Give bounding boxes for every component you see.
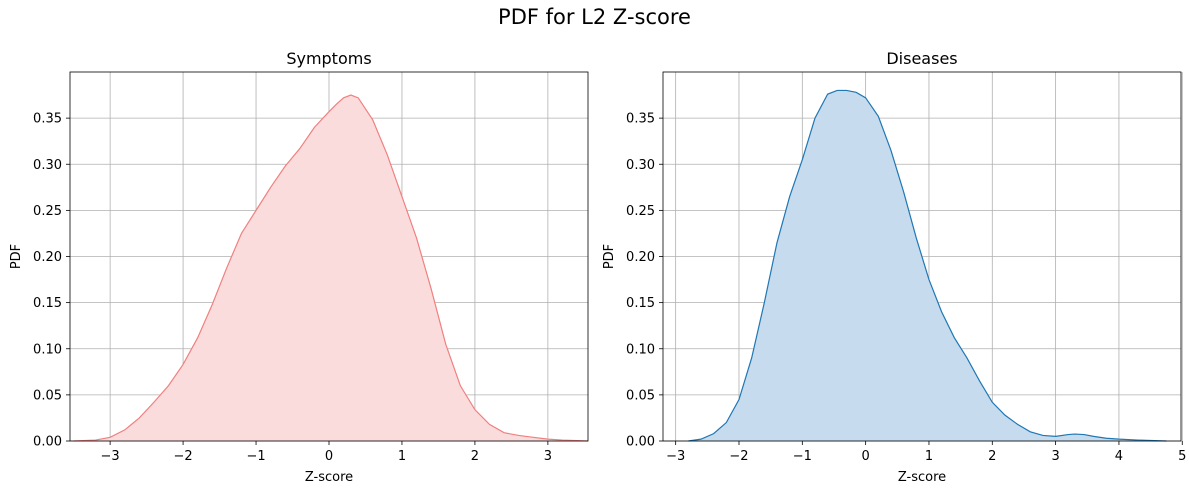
y-tick-label: 0.20	[33, 250, 62, 265]
x-tick-label: 4	[1115, 449, 1123, 464]
y-tick-label: 0.15	[626, 296, 655, 311]
density-area	[73, 95, 588, 441]
x-tick-label: 2	[988, 449, 996, 464]
y-tick-label: 0.35	[626, 112, 655, 127]
density-area	[688, 90, 1167, 441]
y-tick-label: 0.30	[626, 158, 655, 173]
x-tick-label: 1	[925, 449, 933, 464]
y-tick-label: 0.30	[33, 158, 62, 173]
x-tick-label: −3	[101, 449, 120, 464]
chart-title: Symptoms	[286, 49, 371, 68]
x-tick-label: 3	[1051, 449, 1059, 464]
y-tick-label: 0.05	[626, 388, 655, 403]
y-tick-label: 0.10	[33, 342, 62, 357]
x-tick-label: 0	[325, 449, 333, 464]
x-tick-label: 5	[1178, 449, 1186, 464]
x-tick-label: 3	[544, 449, 552, 464]
chart-title: Diseases	[886, 49, 957, 68]
chart-panel-2: −3 −2 −1 0 1 2 3 4 5 0.00 0.05 0.10 0.15 0.20 0.25 0.30…	[602, 49, 1186, 485]
y-tick-label: 0.25	[33, 204, 62, 219]
y-tick-label: 0.00	[33, 435, 62, 450]
density-line	[73, 94, 589, 442]
x-tick-label: −2	[729, 449, 748, 464]
x-tick-label: −3	[666, 449, 685, 464]
y-tick-label: 0.25	[626, 204, 655, 219]
x-tick-label: −1	[793, 449, 812, 464]
y-tick-label: 0.15	[33, 296, 62, 311]
y-axis-label: PDF	[602, 244, 617, 269]
x-tick-label: 0	[861, 449, 869, 464]
chart-panel-1: −3 −2 −1 0 1 2 3 0.00 0.05 0.10 0.15 0.20 0.25 0.30 0.…	[9, 49, 589, 485]
x-tick-label: 2	[471, 449, 479, 464]
density-line	[688, 89, 1167, 442]
y-axis-label: PDF	[9, 244, 24, 269]
y-tick-label: 0.20	[626, 250, 655, 265]
x-axis-label: Z-score	[898, 470, 946, 485]
y-tick-label: 0.10	[626, 342, 655, 357]
y-tick-label: 0.35	[33, 112, 62, 127]
x-tick-label: −2	[173, 449, 192, 464]
x-axis-label: Z-score	[305, 470, 353, 485]
y-tick-label: 0.05	[33, 388, 62, 403]
y-tick-label: 0.00	[626, 435, 655, 450]
x-tick-label: −1	[246, 449, 265, 464]
x-tick-label: 1	[398, 449, 406, 464]
figure-title: PDF for L2 Z-score	[498, 5, 691, 29]
